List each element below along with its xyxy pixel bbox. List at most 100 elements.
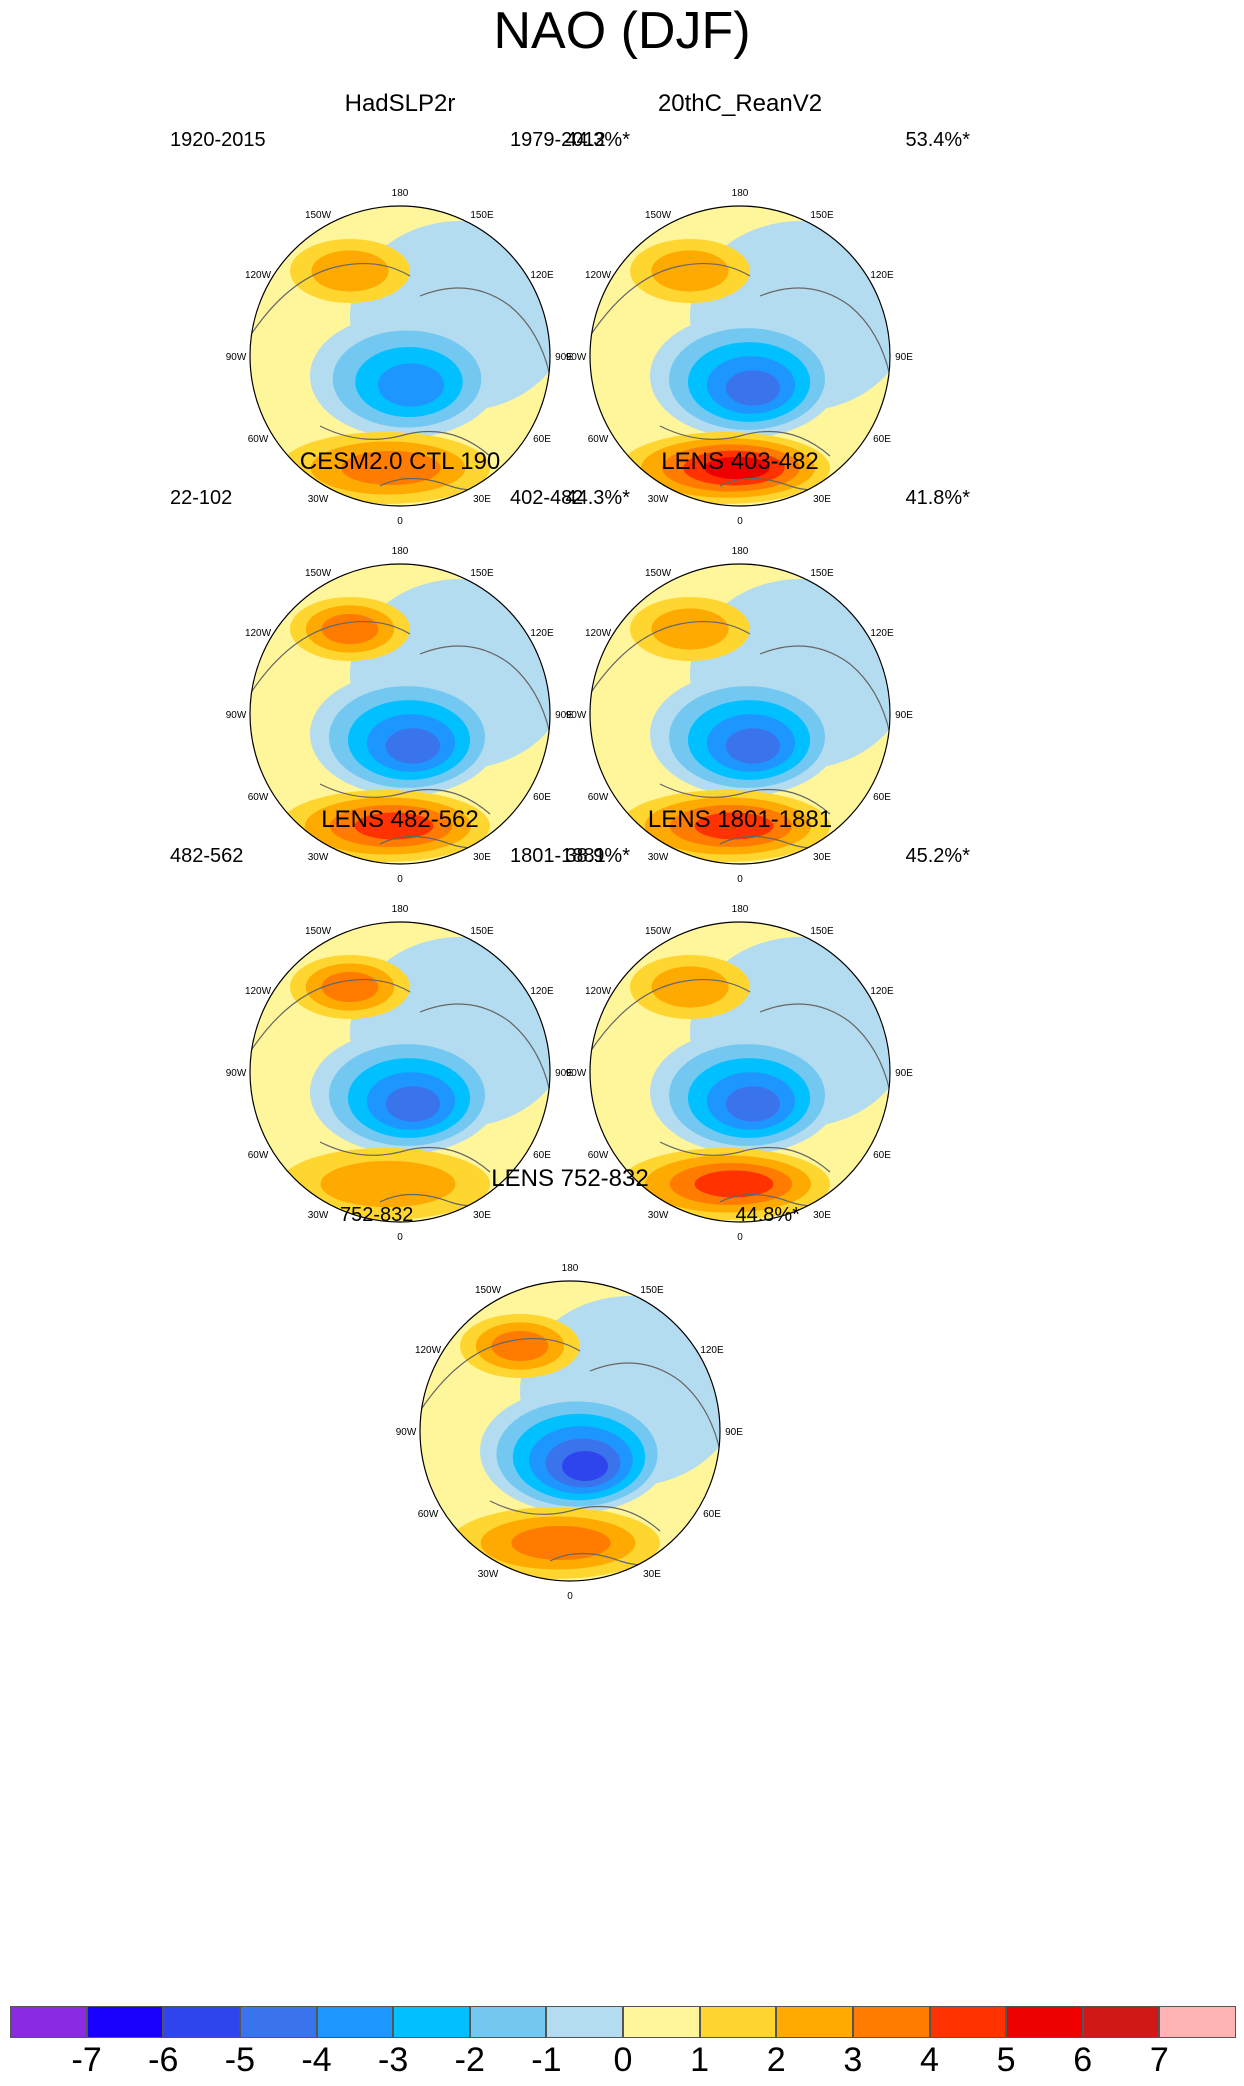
longitude-label: 90E (895, 1068, 913, 1079)
coastline (319, 425, 491, 457)
coastline (590, 262, 751, 337)
colorbar-box (10, 2006, 87, 2038)
longitude-label: 150E (810, 926, 834, 937)
colorbar-box (546, 2006, 623, 2038)
arctic-low-contour (725, 728, 781, 764)
longitude-label: 60W (418, 1509, 439, 1520)
map-panels: HadSLP2r 1920-2015 44.3%* 180 150E 120E 90E 60E… (170, 90, 970, 1602)
colorbar-label: -4 (301, 2041, 332, 2079)
pacific-high-contour (321, 613, 379, 645)
colorbar-box (852, 2006, 930, 2038)
polar-map-svg: 180 150E 120E 90E 60E 30E 0 30W 60W 90W 120W 150W (226, 188, 574, 527)
panel-years: 752-832 (340, 1204, 414, 1226)
panel-years: 402-482 (510, 487, 584, 509)
panel-title: HadSLP2r (344, 90, 456, 117)
polar-map-svg: 180 150E 120E 90E 60E 30E 0 30W 60W 90W 120W 150W (226, 546, 574, 885)
polar-map-svg: 180 150E 120E 90E 60E 30E 0 30W 60W 90W 120W 150W (396, 1263, 744, 1602)
longitude-label: 90W (226, 352, 247, 363)
polar-map-svg: 180 150E 120E 90E 60E 30E 0 30W 60W 90W 120W 150W (226, 904, 574, 1243)
figure-title: NAO (DJF) (493, 2, 751, 60)
polar-map: 180 150E 120E 90E 60E 30E 0 30W 60W 90W 120W 150W (540, 488, 940, 918)
longitude-label: 150E (470, 568, 494, 579)
longitude-label: 60W (588, 1150, 609, 1161)
pacific-high-contour (311, 250, 389, 292)
longitude-label: 180 (732, 546, 749, 557)
longitude-label: 120W (245, 628, 272, 639)
coastline (759, 1003, 890, 1093)
longitude-label: 60W (248, 1150, 269, 1161)
longitude-label: 180 (392, 546, 409, 557)
panel-years: 1920-2015 (170, 129, 266, 151)
colorbar-label: -6 (148, 2041, 179, 2079)
colorbar-label: 1 (690, 2041, 710, 2079)
longitude-label: 90E (555, 352, 573, 363)
arctic-low-contour (561, 1450, 609, 1482)
longitude-label: 90W (566, 1068, 587, 1079)
panel-title: CESM2.0 CTL 190 (299, 448, 501, 475)
colorbar-boxes (10, 2006, 1236, 2038)
colorbar-label: 0 (613, 2041, 633, 2079)
atlantic-high-contour (511, 1525, 611, 1561)
coastline (250, 262, 411, 337)
polar-map: 180 150E 120E 90E 60E 30E 0 30W 60W 90W 120W 150W (200, 488, 600, 918)
colorbar-box (1082, 2006, 1160, 2038)
colorbar-label: -7 (71, 2041, 102, 2079)
map-panel: 20thC_ReanV2 1979-2012 53.4%* 180 150E 120E 90… (510, 90, 970, 560)
coastline (590, 620, 751, 695)
longitude-label: 60E (873, 434, 891, 445)
map-panel: LENS 1801-1881 1801-1881 45.2%* 180 150E 120E… (510, 806, 970, 1276)
atlantic-high-contour (694, 812, 774, 840)
longitude-label: 60W (588, 792, 609, 803)
pacific-high-contour (491, 1330, 549, 1362)
longitude-label: 60E (703, 1509, 721, 1520)
coastline (319, 783, 491, 815)
panel-variance: 44.3%* (565, 129, 631, 151)
longitude-label: 120E (870, 270, 894, 281)
colorbar-box (776, 2006, 853, 2038)
polar-map: 180 150E 120E 90E 60E 30E 0 30W 60W 90W 120W 150W (540, 846, 940, 1276)
longitude-label: 30E (813, 1210, 831, 1221)
panel-title: LENS 482-562 (321, 806, 479, 833)
coastline (659, 1141, 831, 1173)
panel-variance: 45.2%* (905, 845, 971, 867)
colorbar-box (393, 2006, 470, 2038)
longitude-label: 30W (308, 1210, 329, 1221)
longitude-label: 30W (308, 852, 329, 863)
colorbar-box (1006, 2006, 1083, 2038)
atlantic-high-contour (354, 812, 434, 840)
polar-map: 180 150E 120E 90E 60E 30E 0 30W 60W 90W 120W 150W (540, 130, 940, 560)
longitude-label: 150W (305, 568, 332, 579)
polar-map: 180 150E 120E 90E 60E 30E 0 30W 60W 90W 120W 150W (200, 846, 600, 1276)
longitude-label: 30E (473, 852, 491, 863)
longitude-label: 30E (813, 494, 831, 505)
coastline (659, 425, 831, 457)
colorbar-label: 7 (1149, 2041, 1169, 2079)
longitude-label: 90E (895, 710, 913, 721)
longitude-label: 120E (870, 986, 894, 997)
colorbar-box (239, 2006, 317, 2038)
longitude-label: 150E (640, 1285, 664, 1296)
colorbar-label: 4 (920, 2041, 939, 2079)
coastline (589, 1362, 720, 1452)
longitude-label: 90W (226, 1068, 247, 1079)
atlantic-high-contour (704, 456, 770, 480)
pacific-high-contour (651, 250, 729, 292)
longitude-label: 60E (533, 1150, 551, 1161)
map-panel: HadSLP2r 1920-2015 44.3%* 180 150E 120E 90E 60E… (170, 90, 630, 560)
longitude-label: 60W (588, 434, 609, 445)
longitude-label: 150E (810, 210, 834, 221)
panel-variance: 53.4%* (905, 129, 971, 151)
colorbar-label: 6 (1073, 2041, 1093, 2079)
longitude-label: 60E (533, 434, 551, 445)
longitude-label: 150W (305, 926, 332, 937)
coastline (419, 645, 550, 735)
colorbar-box (316, 2006, 394, 2038)
colorbar-label: 3 (843, 2041, 863, 2079)
longitude-label: 120W (585, 628, 612, 639)
longitude-label: 90W (226, 710, 247, 721)
coastline (489, 1500, 661, 1532)
pacific-high-contour (321, 971, 379, 1003)
longitude-label: 30E (643, 1569, 661, 1580)
longitude-label: 150W (475, 1285, 502, 1296)
longitude-label: 120W (585, 986, 612, 997)
